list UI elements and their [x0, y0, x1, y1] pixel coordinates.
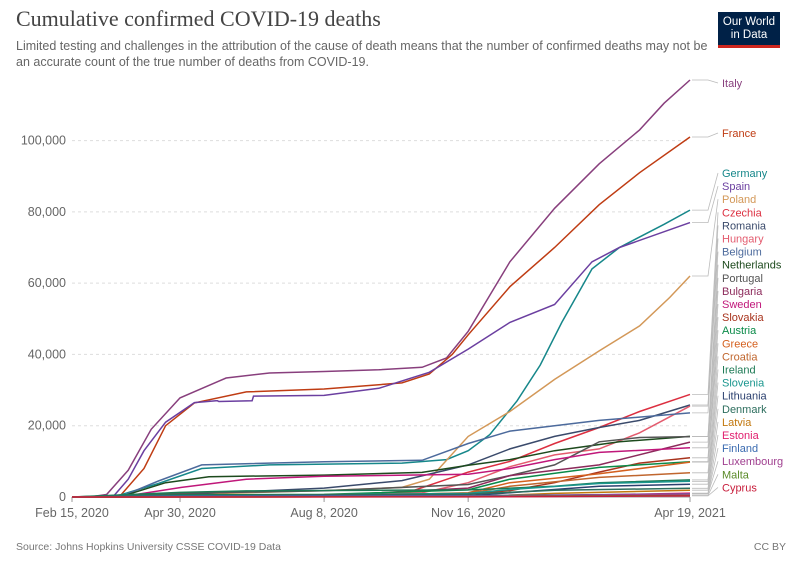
legend-connector: [692, 185, 719, 224]
legend-label-spain: Spain: [722, 181, 750, 193]
legend-label-croatia: Croatia: [722, 351, 758, 363]
legend-label-bulgaria: Bulgaria: [722, 286, 763, 298]
legend-connector: [692, 395, 719, 485]
legend-label-hungary: Hungary: [722, 234, 764, 246]
source-note[interactable]: Source: Johns Hopkins University CSSE CO…: [16, 541, 281, 553]
legend-label-romania: Romania: [722, 220, 767, 232]
legend-connector: [692, 251, 719, 414]
legend-label-denmark: Denmark: [722, 404, 767, 416]
logo-line-1: Our World: [722, 16, 776, 28]
legend-label-france: France: [722, 128, 756, 140]
chart-title: Cumulative confirmed COVID-19 deaths: [16, 6, 381, 31]
y-tick-label: 40,000: [28, 347, 66, 361]
legend-label-germany: Germany: [722, 168, 768, 180]
series-line-sweden: [71, 447, 691, 498]
legend-label-austria: Austria: [722, 325, 757, 337]
series-line-belgium: [71, 412, 691, 498]
series-line-germany: [71, 209, 691, 498]
legend-label-luxembourg: Luxembourg: [722, 456, 783, 468]
legend-label-lithuania: Lithuania: [722, 391, 768, 403]
series-line-netherlands: [71, 435, 691, 498]
y-tick-label: 100,000: [21, 134, 66, 148]
legend-connector: [692, 421, 719, 491]
logo-line-2: in Data: [730, 29, 768, 41]
x-tick-label: Feb 15, 2020: [35, 506, 109, 520]
legend-label-sweden: Sweden: [722, 299, 762, 311]
legend-connector: [692, 356, 719, 474]
license-link[interactable]: CC BY: [753, 541, 786, 553]
legend-connector: [692, 212, 719, 395]
series-line-italy: [72, 79, 691, 498]
series-line-france: [72, 136, 691, 498]
legend-label-cyprus: Cyprus: [722, 482, 757, 494]
y-tick-label: 20,000: [28, 419, 66, 433]
legend-connector: [692, 448, 719, 495]
legend-connector: [692, 474, 719, 496]
y-tick-label: 80,000: [28, 205, 66, 219]
series-line-portugal: [71, 435, 691, 498]
series-line-cyprus: [71, 495, 691, 498]
x-tick-label: Apr 19, 2021: [654, 506, 726, 520]
legend-label-finland: Finland: [722, 443, 758, 455]
line-chart: 0 20,000 40,000 60,000 80,000 100,000 Feb 15, …: [21, 78, 783, 520]
legend-connector: [692, 238, 719, 407]
x-tick-label: Aug 8, 2020: [290, 506, 357, 520]
legend-connector: [692, 199, 719, 277]
y-tick-label: 0: [59, 490, 66, 504]
legend-label-estonia: Estonia: [722, 430, 760, 442]
legend-connector: [692, 79, 719, 84]
y-tick-label: 60,000: [28, 276, 66, 290]
x-tick-label: Nov 16, 2020: [431, 506, 505, 520]
legend-connector: [692, 303, 719, 449]
legend-label-netherlands: Netherlands: [722, 260, 782, 272]
legend-label-portugal: Portugal: [722, 273, 763, 285]
legend-label-czechia: Czechia: [722, 207, 763, 219]
legend-label-ireland: Ireland: [722, 365, 756, 377]
x-tick-label: Apr 30, 2020: [144, 506, 216, 520]
chart-subtitle: Limited testing and challenges in the at…: [16, 39, 708, 69]
legend-connector: [692, 172, 719, 211]
series-line-spain: [72, 221, 691, 498]
legend-label-slovenia: Slovenia: [722, 378, 765, 390]
legend-label-latvia: Latvia: [722, 417, 752, 429]
legend-label-malta: Malta: [722, 469, 750, 481]
legend-label-slovakia: Slovakia: [722, 312, 764, 324]
legend-label-italy: Italy: [722, 78, 743, 90]
legend-connector: [692, 343, 719, 463]
legend-connector: [692, 132, 719, 138]
legend-label-belgium: Belgium: [722, 247, 762, 259]
owid-logo[interactable]: Our World in Data: [718, 12, 780, 48]
legend-connector: [692, 487, 719, 497]
legend-connector: [692, 461, 719, 495]
legend-label-greece: Greece: [722, 338, 758, 350]
legend-label-poland: Poland: [722, 194, 756, 206]
series-line-ireland: [71, 479, 691, 498]
